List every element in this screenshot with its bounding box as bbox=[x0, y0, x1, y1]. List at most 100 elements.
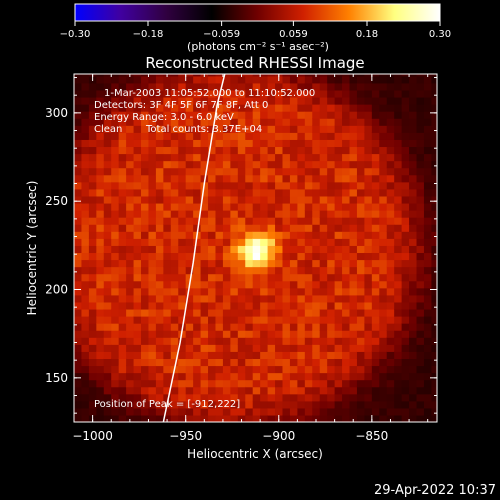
heatmap-cell bbox=[155, 301, 164, 310]
heatmap-cell bbox=[312, 75, 321, 84]
heatmap-cell bbox=[297, 210, 306, 218]
heatmap-cell bbox=[245, 224, 254, 232]
heatmap-cell bbox=[356, 414, 365, 422]
heatmap-cell bbox=[304, 75, 313, 84]
heatmap-cell bbox=[423, 231, 433, 239]
heatmap-cell bbox=[342, 393, 351, 402]
heatmap-cell bbox=[297, 181, 306, 190]
heatmap-cell bbox=[155, 316, 164, 324]
heatmap-cell bbox=[327, 238, 336, 246]
heatmap-cell bbox=[155, 344, 164, 352]
heatmap-cell bbox=[423, 400, 433, 409]
heatmap-cell bbox=[230, 111, 239, 119]
heatmap-cell bbox=[319, 125, 328, 133]
heatmap-cell bbox=[416, 400, 425, 409]
heatmap-cell bbox=[252, 75, 261, 84]
heatmap-cell bbox=[416, 104, 425, 112]
heatmap-cell bbox=[200, 245, 209, 254]
heatmap-cell bbox=[230, 287, 239, 296]
heatmap-cell bbox=[394, 365, 403, 374]
heatmap-cell bbox=[237, 337, 246, 345]
heatmap-cell bbox=[282, 252, 291, 261]
heatmap-cell bbox=[200, 82, 209, 91]
heatmap-cell bbox=[178, 259, 187, 268]
heatmap-cell bbox=[252, 407, 261, 416]
heatmap-cell bbox=[118, 118, 127, 126]
heatmap-cell bbox=[193, 89, 202, 98]
heatmap-cell bbox=[260, 195, 269, 204]
heatmap-cell bbox=[334, 330, 343, 338]
heatmap-cell bbox=[200, 294, 209, 303]
heatmap-cell bbox=[74, 358, 83, 367]
heatmap-cell bbox=[349, 308, 358, 317]
heatmap-cell bbox=[200, 139, 209, 148]
heatmap-cell bbox=[416, 330, 425, 338]
heatmap-cell bbox=[401, 407, 410, 416]
heatmap-cell bbox=[386, 188, 395, 197]
heatmap-cell bbox=[431, 372, 437, 381]
heatmap-cell bbox=[394, 96, 403, 105]
heatmap-cell bbox=[349, 280, 358, 289]
heatmap-cell bbox=[334, 266, 343, 275]
heatmap-cell bbox=[133, 188, 142, 197]
heatmap-cell bbox=[431, 202, 437, 211]
heatmap-cell bbox=[141, 365, 150, 374]
heatmap-cell bbox=[155, 89, 164, 98]
heatmap-cell bbox=[275, 386, 284, 395]
heatmap-cell bbox=[245, 104, 254, 112]
heatmap-cell bbox=[88, 188, 97, 197]
heatmap-cell bbox=[275, 160, 284, 169]
heatmap-cell bbox=[163, 330, 172, 338]
heatmap-cell bbox=[148, 75, 157, 84]
heatmap-cell bbox=[304, 280, 313, 289]
heatmap-cell bbox=[200, 118, 209, 126]
heatmap-cell bbox=[141, 210, 150, 218]
heatmap-cell bbox=[103, 414, 112, 422]
heatmap-cell bbox=[364, 287, 373, 296]
heatmap-cell bbox=[141, 188, 150, 197]
heatmap-cell bbox=[111, 294, 120, 303]
heatmap-cell bbox=[416, 344, 425, 352]
heatmap-cell bbox=[96, 393, 105, 402]
heatmap-cell bbox=[409, 146, 418, 155]
heatmap-cell bbox=[394, 188, 403, 197]
heatmap-cell bbox=[237, 132, 246, 140]
heatmap-cell bbox=[208, 287, 217, 296]
heatmap-cell bbox=[118, 287, 127, 296]
heatmap-cell bbox=[304, 379, 313, 388]
heatmap-cell bbox=[297, 414, 306, 422]
heatmap-cell bbox=[200, 351, 209, 360]
heatmap-cell bbox=[267, 372, 276, 381]
heatmap-cell bbox=[371, 245, 380, 254]
heatmap-cell bbox=[282, 224, 291, 232]
heatmap-cell bbox=[148, 407, 157, 416]
heatmap-cell bbox=[371, 414, 380, 422]
heatmap-cell bbox=[394, 210, 403, 218]
heatmap-cell bbox=[193, 414, 202, 422]
heatmap-cell bbox=[260, 118, 269, 126]
heatmap-cell bbox=[394, 301, 403, 310]
heatmap-cell bbox=[215, 266, 224, 275]
heatmap-cell bbox=[96, 294, 105, 303]
heatmap-cell bbox=[185, 316, 194, 324]
heatmap-cell bbox=[185, 266, 194, 275]
heatmap-cell bbox=[81, 125, 90, 133]
heatmap-cell bbox=[431, 139, 437, 148]
heatmap-cell bbox=[133, 259, 142, 268]
heatmap-cell bbox=[416, 238, 425, 246]
heatmap-cell bbox=[386, 337, 395, 345]
heatmap-cell bbox=[230, 407, 239, 416]
heatmap-cell bbox=[252, 181, 261, 190]
heatmap-cell bbox=[141, 75, 150, 84]
heatmap-cell bbox=[193, 280, 202, 289]
heatmap-cell bbox=[364, 188, 373, 197]
heatmap-cell bbox=[260, 365, 269, 374]
heatmap-cell bbox=[260, 104, 269, 112]
heatmap-cell bbox=[334, 238, 343, 246]
heatmap-cell bbox=[81, 407, 90, 416]
heatmap-cell bbox=[252, 379, 261, 388]
heatmap-cell bbox=[193, 400, 202, 409]
heatmap-cell bbox=[267, 238, 276, 246]
heatmap-cell bbox=[334, 400, 343, 409]
heatmap-cell bbox=[334, 294, 343, 303]
